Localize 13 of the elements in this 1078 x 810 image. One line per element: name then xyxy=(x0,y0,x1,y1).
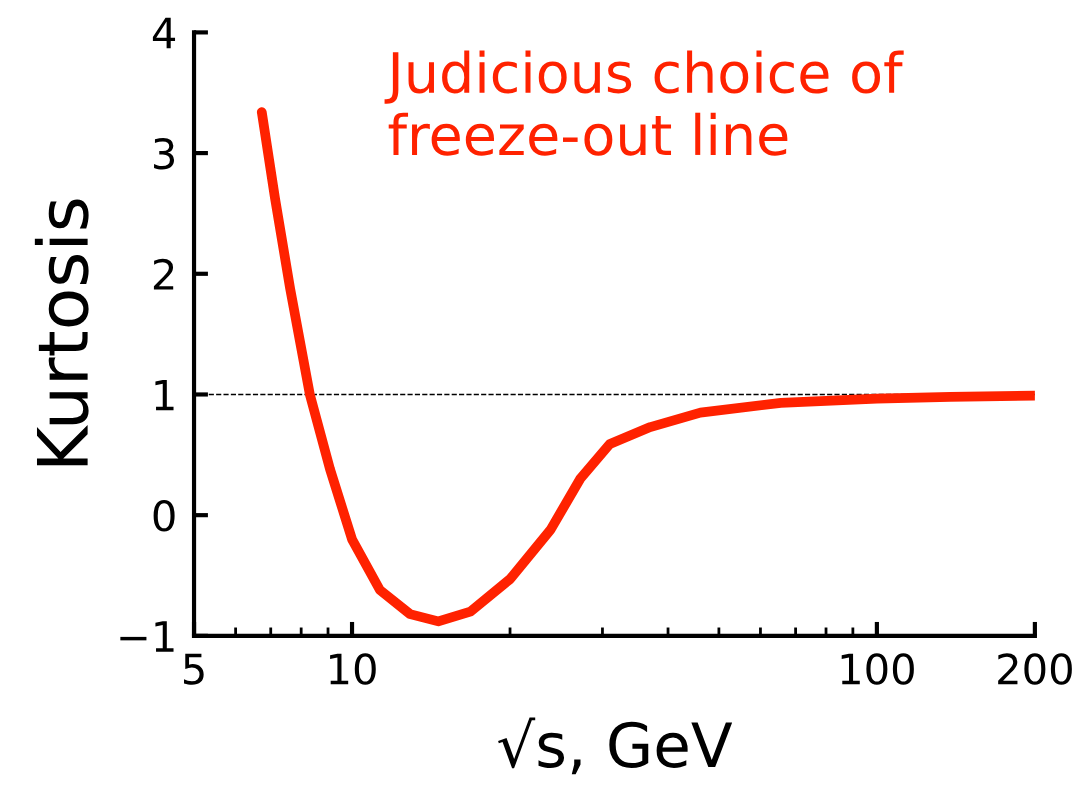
y-tick-label: 2 xyxy=(153,258,174,290)
y-axis-title: Kurtosis xyxy=(34,199,89,466)
y-tick-label: 1 xyxy=(155,379,174,411)
annotation: Judicious choice of freeze-out line xyxy=(384,50,904,156)
x-axis-title: √s, GeV xyxy=(498,717,733,775)
x-tick-label: 10 xyxy=(330,653,376,685)
y-tick-label: 0 xyxy=(153,500,175,532)
x-tick-label: 100 xyxy=(841,653,914,685)
y-tick-label: −1 xyxy=(120,621,174,652)
y-tick-label: 3 xyxy=(154,138,175,170)
x-tick-label: 200 xyxy=(998,653,1072,685)
y-tick-label: 4 xyxy=(152,17,176,49)
x-tick-label: 5 xyxy=(184,653,204,685)
